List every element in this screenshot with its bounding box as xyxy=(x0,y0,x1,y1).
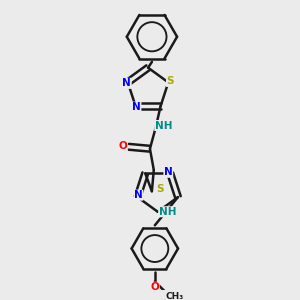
Text: N: N xyxy=(164,167,173,177)
Text: N: N xyxy=(134,190,143,200)
Text: O: O xyxy=(151,282,159,292)
Text: NH: NH xyxy=(159,207,176,217)
Text: N: N xyxy=(132,102,141,112)
Text: NH: NH xyxy=(155,121,172,130)
Text: O: O xyxy=(118,141,127,151)
Text: CH₃: CH₃ xyxy=(165,292,183,300)
Text: S: S xyxy=(167,76,174,86)
Text: N: N xyxy=(122,78,131,88)
Text: S: S xyxy=(156,184,164,194)
